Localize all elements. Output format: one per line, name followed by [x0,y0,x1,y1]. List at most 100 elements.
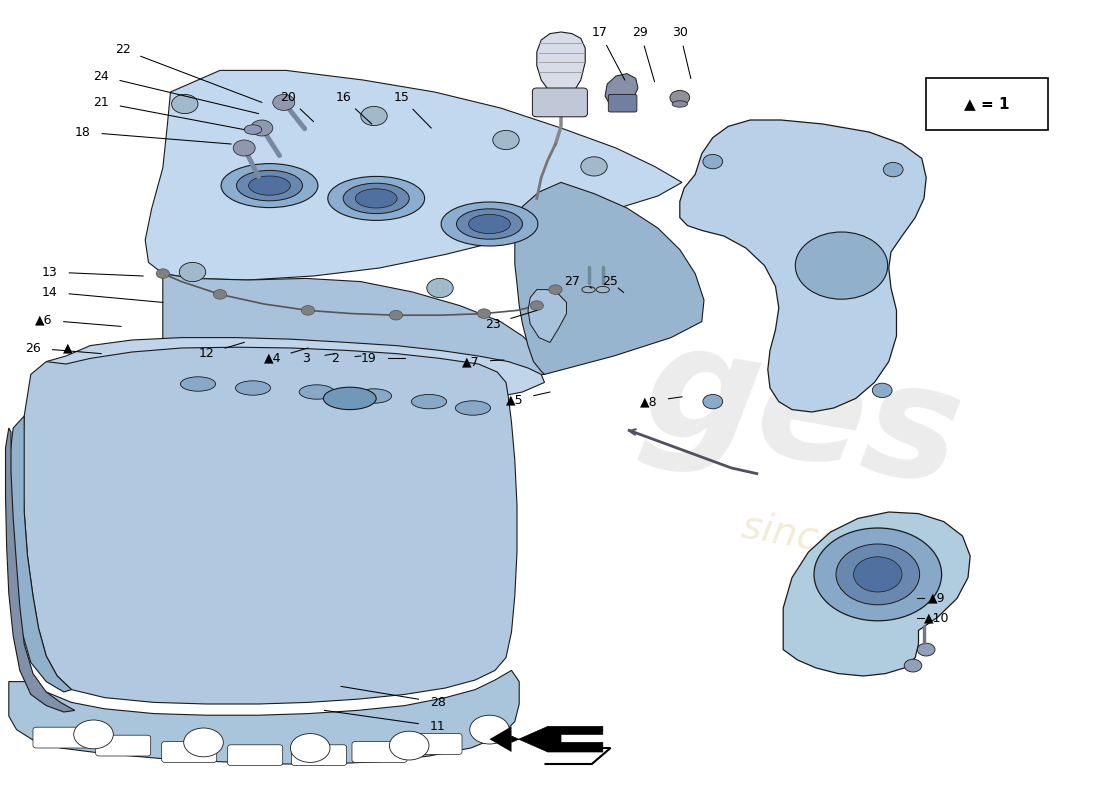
Text: 21: 21 [94,96,109,109]
Ellipse shape [221,164,318,208]
Circle shape [904,659,922,672]
Polygon shape [680,120,926,412]
Circle shape [273,94,295,110]
Ellipse shape [244,125,262,134]
Text: ▲4: ▲4 [264,352,282,365]
Circle shape [251,120,273,136]
Circle shape [172,94,198,114]
Text: 2: 2 [331,352,340,365]
FancyBboxPatch shape [228,745,283,766]
FancyBboxPatch shape [352,742,407,762]
Circle shape [854,557,902,592]
Polygon shape [515,182,704,374]
Text: 3: 3 [301,352,310,365]
Ellipse shape [236,170,302,201]
Text: ▲6: ▲6 [35,314,53,326]
FancyBboxPatch shape [532,88,587,117]
Ellipse shape [343,183,409,214]
Circle shape [530,301,543,310]
Ellipse shape [323,387,376,410]
Text: 24: 24 [94,70,109,82]
Polygon shape [512,726,603,752]
Text: 28: 28 [430,696,446,709]
Polygon shape [9,416,72,692]
Circle shape [814,528,942,621]
Circle shape [581,157,607,176]
Polygon shape [6,428,75,712]
FancyBboxPatch shape [608,94,637,112]
Circle shape [917,643,935,656]
FancyBboxPatch shape [162,742,217,762]
FancyBboxPatch shape [292,745,346,766]
Ellipse shape [180,377,216,391]
Ellipse shape [582,286,595,293]
Text: since 1985: since 1985 [739,507,955,581]
Text: ▲: ▲ [64,342,73,354]
Text: 13: 13 [42,266,57,278]
Text: 26: 26 [25,342,41,354]
Circle shape [233,140,255,156]
Text: 20: 20 [280,91,296,104]
Circle shape [670,90,690,105]
Ellipse shape [328,176,425,221]
Polygon shape [490,726,512,752]
Text: ▲9: ▲9 [928,592,946,605]
Circle shape [213,290,227,299]
Polygon shape [46,338,544,408]
Polygon shape [9,670,519,764]
Ellipse shape [356,389,392,403]
Circle shape [493,130,519,150]
Text: 27: 27 [564,275,580,288]
Text: 23: 23 [485,318,501,330]
Text: ▲5: ▲5 [506,394,524,406]
Text: ▲10: ▲10 [924,611,950,624]
Text: 22: 22 [116,43,131,56]
Ellipse shape [355,189,397,208]
Circle shape [427,278,453,298]
Ellipse shape [249,176,290,195]
Ellipse shape [456,209,522,239]
FancyBboxPatch shape [33,727,88,748]
Text: ▲7: ▲7 [462,355,480,368]
Ellipse shape [596,286,609,293]
Ellipse shape [469,214,510,234]
Text: 16: 16 [336,91,351,104]
Text: 14: 14 [42,286,57,298]
Circle shape [883,162,903,177]
Text: 30: 30 [672,26,688,38]
Ellipse shape [441,202,538,246]
Text: ▲ = 1: ▲ = 1 [965,97,1010,111]
Text: 29: 29 [632,26,648,38]
Text: 17: 17 [592,26,607,38]
Circle shape [872,383,892,398]
Circle shape [184,728,223,757]
FancyBboxPatch shape [96,735,151,756]
Circle shape [179,262,206,282]
Text: ges: ges [632,312,974,520]
Circle shape [703,154,723,169]
Polygon shape [22,347,517,704]
Polygon shape [537,32,585,94]
Text: 19: 19 [361,352,376,365]
Ellipse shape [299,385,334,399]
Circle shape [301,306,315,315]
Polygon shape [605,74,638,110]
Polygon shape [163,274,544,394]
Circle shape [549,285,562,294]
Ellipse shape [672,101,688,107]
Text: 11: 11 [430,720,446,733]
Text: 15: 15 [394,91,409,104]
Text: 18: 18 [75,126,90,138]
FancyBboxPatch shape [407,734,462,754]
Circle shape [361,106,387,126]
Circle shape [156,269,169,278]
FancyBboxPatch shape [926,78,1048,130]
Circle shape [389,731,429,760]
Circle shape [477,309,491,318]
Text: ▲8: ▲8 [640,395,658,408]
Circle shape [389,310,403,320]
Circle shape [836,544,920,605]
Text: 12: 12 [199,347,214,360]
Polygon shape [145,70,682,280]
Circle shape [795,232,888,299]
